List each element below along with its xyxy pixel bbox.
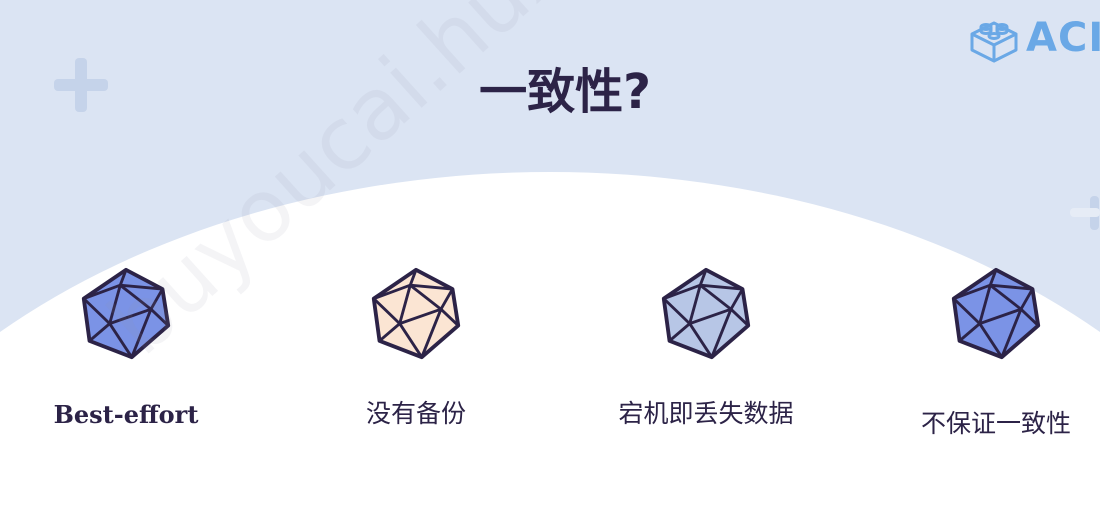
list-item: Best-effort — [16, 266, 236, 429]
icosahedron-icon — [951, 267, 1041, 360]
icosahedron-icon — [661, 267, 751, 360]
logo-lego-icon — [970, 21, 1018, 63]
icosahedron-icon — [371, 267, 461, 360]
list-item: 不保证一致性 — [886, 266, 1100, 440]
list-item: 没有备份 — [306, 266, 526, 430]
plus-icon — [54, 58, 108, 112]
icosahedron-icon — [81, 267, 171, 360]
item-label: Best-effort — [53, 400, 199, 429]
item-label: 不保证一致性 — [920, 409, 1071, 438]
slide-title: 一致性? — [479, 64, 651, 120]
item-label: 宕机即丢失数据 — [618, 399, 794, 428]
plus-icon — [1070, 196, 1100, 230]
logo: ACI — [966, 10, 1100, 66]
list-item: 宕机即丢失数据 — [596, 266, 816, 430]
logo-text: ACI — [1026, 15, 1100, 61]
item-label: 没有备份 — [365, 399, 466, 428]
